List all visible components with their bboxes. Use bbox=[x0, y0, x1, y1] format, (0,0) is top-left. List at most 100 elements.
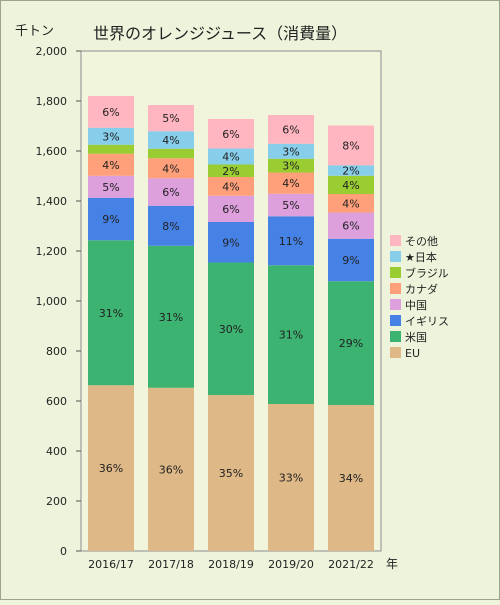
bar-percent-label: 3% bbox=[282, 160, 299, 173]
bar-percent-label: 3% bbox=[282, 145, 299, 158]
bar-percent-label: 6% bbox=[342, 220, 359, 233]
bar-segment bbox=[268, 193, 314, 217]
bar-segment bbox=[268, 265, 314, 404]
x-tick-label: 2016/17 bbox=[88, 558, 134, 571]
bar-segment bbox=[148, 245, 194, 388]
bar-segment bbox=[208, 177, 254, 196]
bar-segment bbox=[268, 115, 314, 144]
bar-segment bbox=[88, 385, 134, 551]
bar-segment bbox=[148, 131, 194, 149]
legend-label: その他 bbox=[405, 235, 438, 248]
bar-segment bbox=[148, 105, 194, 132]
bar-percent-label: 31% bbox=[279, 329, 303, 342]
y-tick-label: 2,000 bbox=[36, 45, 68, 58]
bar-percent-label: 36% bbox=[159, 463, 183, 476]
bar-segment bbox=[268, 158, 314, 173]
bar-percent-label: 4% bbox=[342, 179, 359, 192]
y-tick-label: 1,400 bbox=[36, 195, 68, 208]
bar-segment bbox=[88, 197, 134, 241]
bar-percent-label: 6% bbox=[222, 128, 239, 141]
legend-label: 米国 bbox=[405, 331, 427, 344]
y-tick-label: 1,200 bbox=[36, 245, 68, 258]
bar-percent-label: 2% bbox=[222, 165, 239, 178]
bar-segment bbox=[148, 178, 194, 206]
bar-percent-label: 36% bbox=[99, 462, 123, 475]
x-axis-unit-label: 年 bbox=[386, 557, 398, 571]
y-tick-label: 1,000 bbox=[36, 295, 68, 308]
bar-segment bbox=[88, 153, 134, 176]
bar-segment bbox=[328, 212, 374, 239]
bar-percent-label: 8% bbox=[342, 139, 359, 152]
bar-percent-label: 2% bbox=[342, 165, 359, 178]
bar-percent-label: 6% bbox=[102, 106, 119, 119]
bar-segment bbox=[88, 144, 134, 154]
legend-swatch bbox=[390, 299, 401, 310]
y-tick-label: 400 bbox=[46, 445, 67, 458]
bar-percent-label: 4% bbox=[162, 162, 179, 175]
bar-segment bbox=[208, 195, 254, 222]
legend-swatch bbox=[390, 235, 401, 246]
bar-segment bbox=[328, 238, 374, 282]
bar-segment bbox=[208, 395, 254, 551]
legend-swatch bbox=[390, 283, 401, 294]
y-tick-label: 200 bbox=[46, 495, 67, 508]
bar-percent-label: 4% bbox=[222, 180, 239, 193]
bar-segment bbox=[88, 96, 134, 128]
bar-segment bbox=[148, 387, 194, 551]
bar-segment bbox=[148, 205, 194, 246]
bar-segment bbox=[148, 158, 194, 179]
bar-segment bbox=[328, 194, 374, 213]
bar-segment bbox=[268, 143, 314, 159]
x-tick-label: 2021/22 bbox=[328, 558, 374, 571]
bar-segment bbox=[88, 175, 134, 198]
legend-swatch bbox=[390, 347, 401, 358]
bar-segment bbox=[208, 262, 254, 395]
bar-segment bbox=[88, 127, 134, 145]
legend-label: イギリス bbox=[405, 315, 449, 328]
bar-percent-label: 3% bbox=[102, 130, 119, 143]
y-tick-label: 1,800 bbox=[36, 95, 68, 108]
y-tick-label: 1,600 bbox=[36, 145, 68, 158]
legend-label: 中国 bbox=[405, 299, 427, 312]
legend-swatch bbox=[390, 315, 401, 326]
legend-swatch bbox=[390, 331, 401, 342]
bar-percent-label: 5% bbox=[102, 181, 119, 194]
x-tick-label: 2017/18 bbox=[148, 558, 194, 571]
bar-percent-label: 5% bbox=[162, 112, 179, 125]
bar-percent-label: 30% bbox=[219, 323, 243, 336]
legend-label: ブラジル bbox=[405, 266, 449, 280]
bar-percent-label: 31% bbox=[159, 311, 183, 324]
y-tick-label: 0 bbox=[60, 545, 67, 558]
bar-percent-label: 4% bbox=[162, 134, 179, 147]
bar-percent-label: 4% bbox=[102, 159, 119, 172]
bar-percent-label: 34% bbox=[339, 472, 363, 485]
bar-percent-label: 9% bbox=[222, 236, 239, 249]
y-tick-label: 600 bbox=[46, 395, 67, 408]
legend-swatch bbox=[390, 267, 401, 278]
bar-percent-label: 29% bbox=[339, 337, 363, 350]
bar-percent-label: 9% bbox=[102, 213, 119, 226]
bar-segment bbox=[88, 240, 134, 386]
bar-percent-label: 9% bbox=[342, 254, 359, 267]
bar-percent-label: 33% bbox=[279, 472, 303, 485]
y-axis: 0 200 400 600 800 1,000 1,200 1,400 1,600 1,800 2,… bbox=[36, 45, 81, 558]
bar-segment bbox=[268, 172, 314, 194]
bar-percent-label: 6% bbox=[162, 186, 179, 199]
y-tick-label: 800 bbox=[46, 345, 67, 358]
bar-segment bbox=[328, 405, 374, 551]
bar-segment bbox=[208, 164, 254, 177]
bar-segment bbox=[328, 175, 374, 194]
bar-segment bbox=[148, 148, 194, 159]
bar-segment bbox=[268, 216, 314, 266]
bar-percent-label: 4% bbox=[342, 197, 359, 210]
chart-title: 世界のオレンジジュース（消費量） bbox=[93, 24, 347, 43]
bar-percent-label: 31% bbox=[99, 307, 123, 320]
bar-percent-label: 6% bbox=[222, 203, 239, 216]
bar-percent-label: 11% bbox=[279, 235, 303, 248]
bar-percent-label: 4% bbox=[282, 177, 299, 190]
bar-segment bbox=[328, 281, 374, 405]
bar-percent-label: 5% bbox=[282, 199, 299, 212]
